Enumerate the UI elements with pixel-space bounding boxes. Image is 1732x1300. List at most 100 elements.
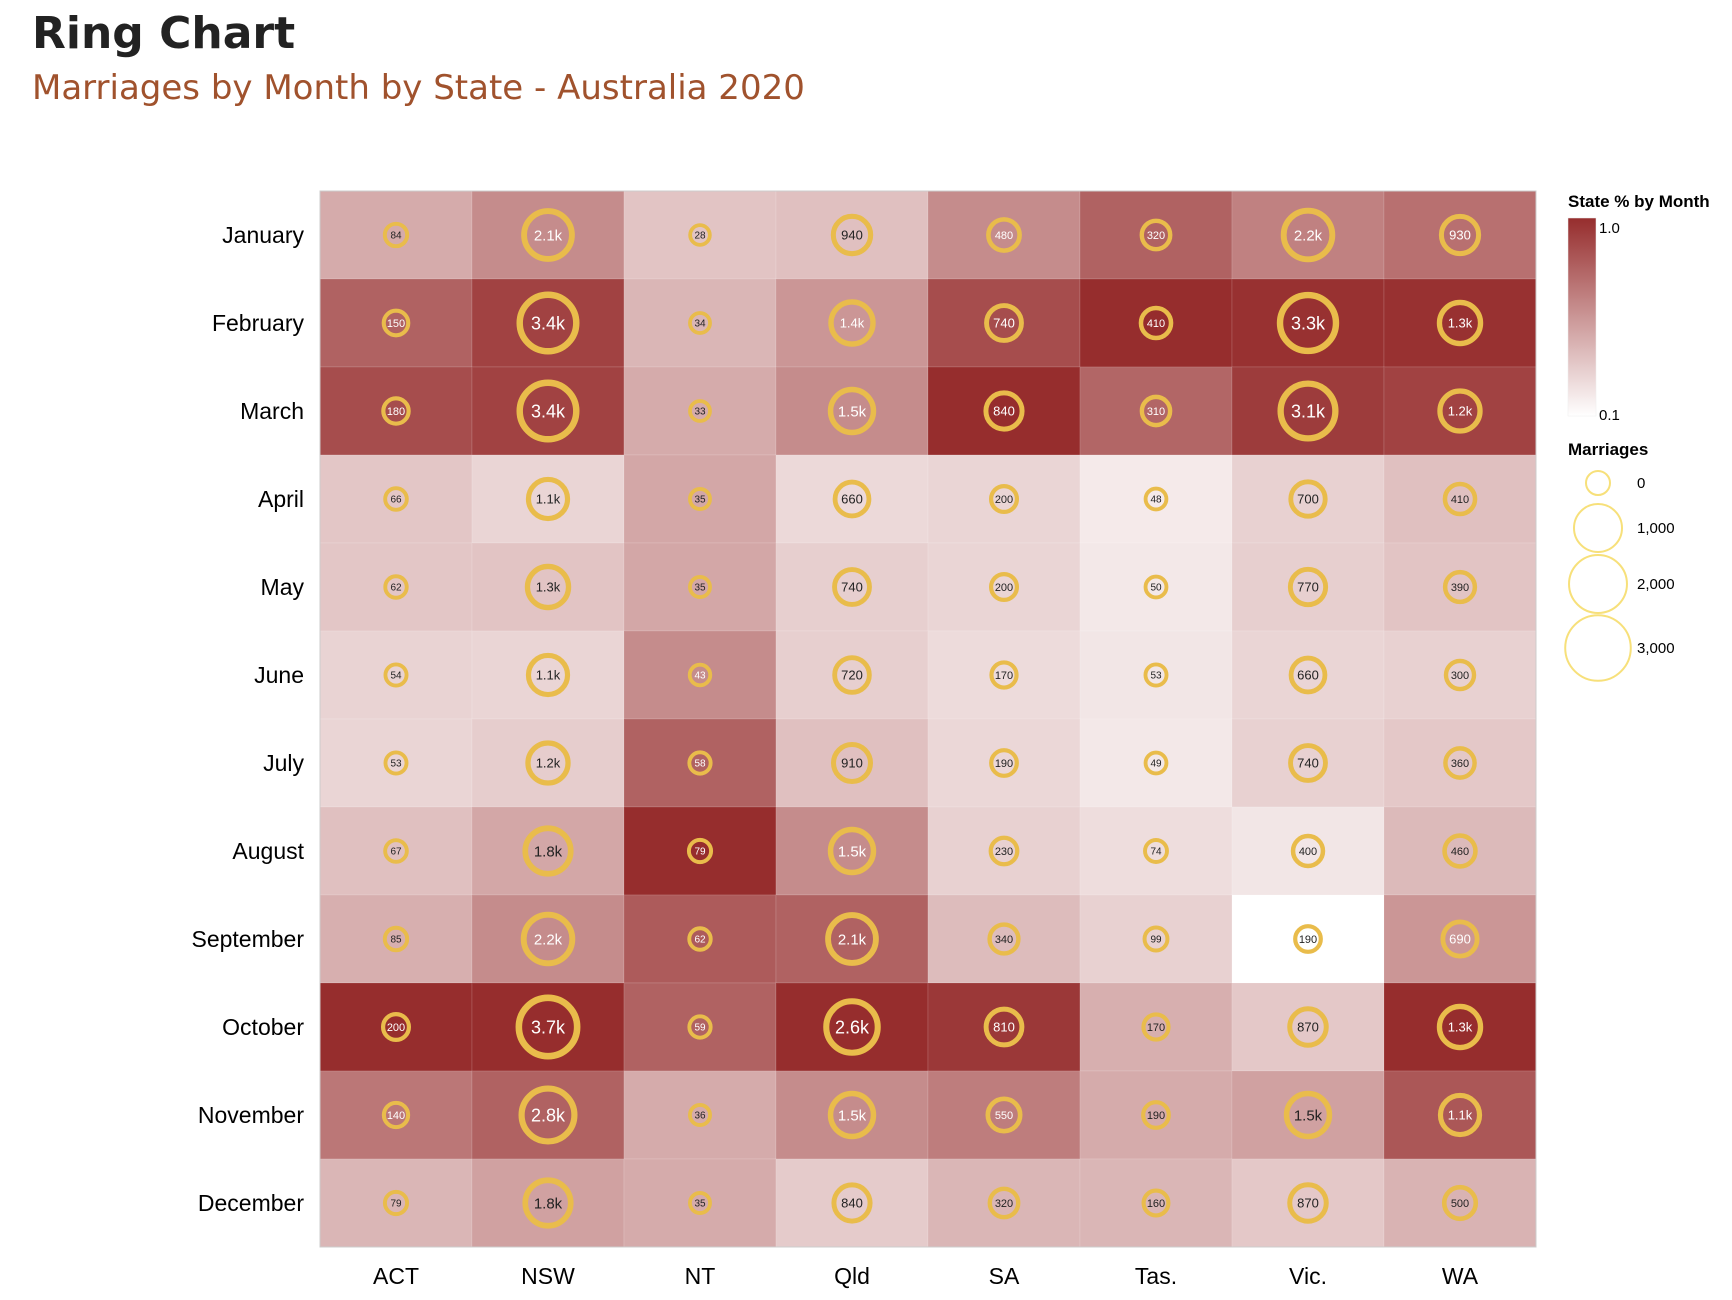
- heatmap-cell: [927, 806, 1081, 896]
- ring-mark: [383, 486, 409, 512]
- ring-value-label: 460: [1451, 846, 1469, 858]
- row-label-march: March: [240, 398, 304, 424]
- ring-mark: [988, 483, 1020, 515]
- size-legend-ring: [1564, 614, 1632, 682]
- ring-value-label: 840: [993, 404, 1015, 419]
- ring-value-label: 870: [1297, 1020, 1319, 1035]
- ring-value-label: 53: [1150, 671, 1162, 682]
- heatmap-cell: [1079, 278, 1233, 368]
- size-legend-label: 1,000: [1637, 520, 1675, 537]
- ring-value-label: 59: [694, 1023, 706, 1034]
- ring-mark: [688, 575, 712, 599]
- ring-value-label: 1.5k: [838, 1107, 867, 1124]
- ring-value-label: 54: [390, 671, 402, 682]
- heatmap-cell: [1079, 454, 1233, 544]
- ring-value-label: 1.1k: [1448, 1108, 1473, 1123]
- page-title: Ring Chart: [32, 8, 296, 59]
- heatmap-cell: [1079, 894, 1233, 984]
- ring-value-label: 200: [995, 494, 1013, 506]
- ring-value-label: 740: [1297, 756, 1319, 771]
- ring-value-label: 3.3k: [1291, 313, 1326, 333]
- ring-value-label: 1.3k: [536, 580, 561, 595]
- row-labels: January February March April May June July Augu…: [191, 222, 304, 1216]
- heatmap-cell: [1079, 1070, 1233, 1160]
- ring-value-label: 300: [1451, 670, 1469, 682]
- ring-mark: [823, 998, 881, 1056]
- heatmap-cell: [623, 718, 777, 808]
- ring-mark: [525, 476, 571, 522]
- ring-mark: [985, 1096, 1023, 1134]
- ring-value-label: 3.7k: [531, 1017, 566, 1037]
- ring-value-label: 1.1k: [536, 668, 561, 683]
- ring-value-label: 200: [387, 1022, 405, 1034]
- heatmap-cell: [1231, 630, 1385, 720]
- heatmap-cell: [1231, 190, 1385, 280]
- ring-value-label: 150: [387, 318, 405, 330]
- ring-value-label: 1.8k: [534, 843, 563, 860]
- ring-value-label: 870: [1297, 1196, 1319, 1211]
- ring-value-label: 1.2k: [1448, 404, 1473, 419]
- ring-mark: [827, 386, 877, 436]
- ring-mark: [830, 213, 874, 257]
- ring-value-label: 770: [1297, 580, 1319, 595]
- ring-mark: [1141, 1188, 1171, 1218]
- ring-value-label: 170: [1147, 1022, 1165, 1034]
- heatmap-cell: [927, 982, 1081, 1072]
- heatmap-cell: [471, 454, 625, 544]
- row-label-february: February: [212, 310, 305, 336]
- ring-mark: [1287, 566, 1329, 608]
- ring-mark: [382, 1189, 410, 1217]
- ring-value-label: 700: [1297, 492, 1319, 507]
- heatmap-cell: [471, 542, 625, 632]
- column-label: Tas.: [1135, 1263, 1177, 1289]
- ring-mark: [984, 303, 1024, 343]
- ring-value-label: 50: [1150, 583, 1162, 594]
- ring-value-label: 3.1k: [1291, 401, 1326, 421]
- row-label-june: June: [254, 662, 304, 688]
- ring-mark: [1280, 207, 1336, 263]
- ring-mark: [380, 1011, 412, 1043]
- row-label-january: January: [222, 222, 304, 248]
- ring-value-label: 34: [694, 319, 706, 330]
- size-legend-ring: [1573, 503, 1623, 553]
- ring-value-label: 230: [995, 846, 1013, 858]
- ring-value-label: 28: [694, 231, 706, 242]
- size-legend-ring: [1568, 554, 1628, 614]
- row-label-july: July: [263, 750, 304, 776]
- heatmap-cell: [623, 982, 777, 1072]
- ring-value-label: 500: [1451, 1198, 1469, 1210]
- ring-value-label: 550: [995, 1110, 1013, 1122]
- ring-value-label: 2.6k: [835, 1017, 870, 1037]
- color-legend-title: State % by Month: [1568, 192, 1710, 211]
- ring-value-label: 99: [1150, 935, 1162, 946]
- ring-mark: [688, 1191, 712, 1215]
- ring-mark: [688, 487, 712, 511]
- ring-mark: [524, 563, 572, 611]
- heatmap-cell: [1079, 718, 1233, 808]
- ring-value-label: 74: [1150, 847, 1162, 858]
- column-label: Qld: [834, 1263, 870, 1289]
- size-legend-label: 0: [1637, 475, 1645, 492]
- ring-mark: [1443, 658, 1477, 692]
- ring-value-label: 410: [1451, 494, 1469, 506]
- ring-mark: [525, 740, 571, 786]
- ring-mark: [827, 826, 877, 876]
- ring-value-label: 3.4k: [531, 313, 566, 333]
- ring-value-label: 740: [841, 580, 863, 595]
- ring-mark: [1287, 1182, 1329, 1224]
- heatmap-cell: [1231, 894, 1385, 984]
- ring-value-label: 190: [1299, 934, 1317, 946]
- ring-value-label: 2.1k: [838, 931, 867, 948]
- ring-mark: [516, 379, 580, 443]
- plot-frame: [319, 190, 1537, 1248]
- heatmap-cell: [927, 542, 1081, 632]
- ring-value-label: 33: [694, 407, 706, 418]
- ring-value-label: 58: [694, 759, 706, 770]
- heatmap-cell: [775, 542, 929, 632]
- ring-mark: [832, 655, 872, 695]
- ring-value-label: 940: [841, 228, 863, 243]
- color-legend-min-label: 0.1: [1599, 407, 1620, 424]
- ring-mark: [825, 912, 879, 966]
- ring-mark: [832, 567, 872, 607]
- ring-mark: [1442, 481, 1478, 517]
